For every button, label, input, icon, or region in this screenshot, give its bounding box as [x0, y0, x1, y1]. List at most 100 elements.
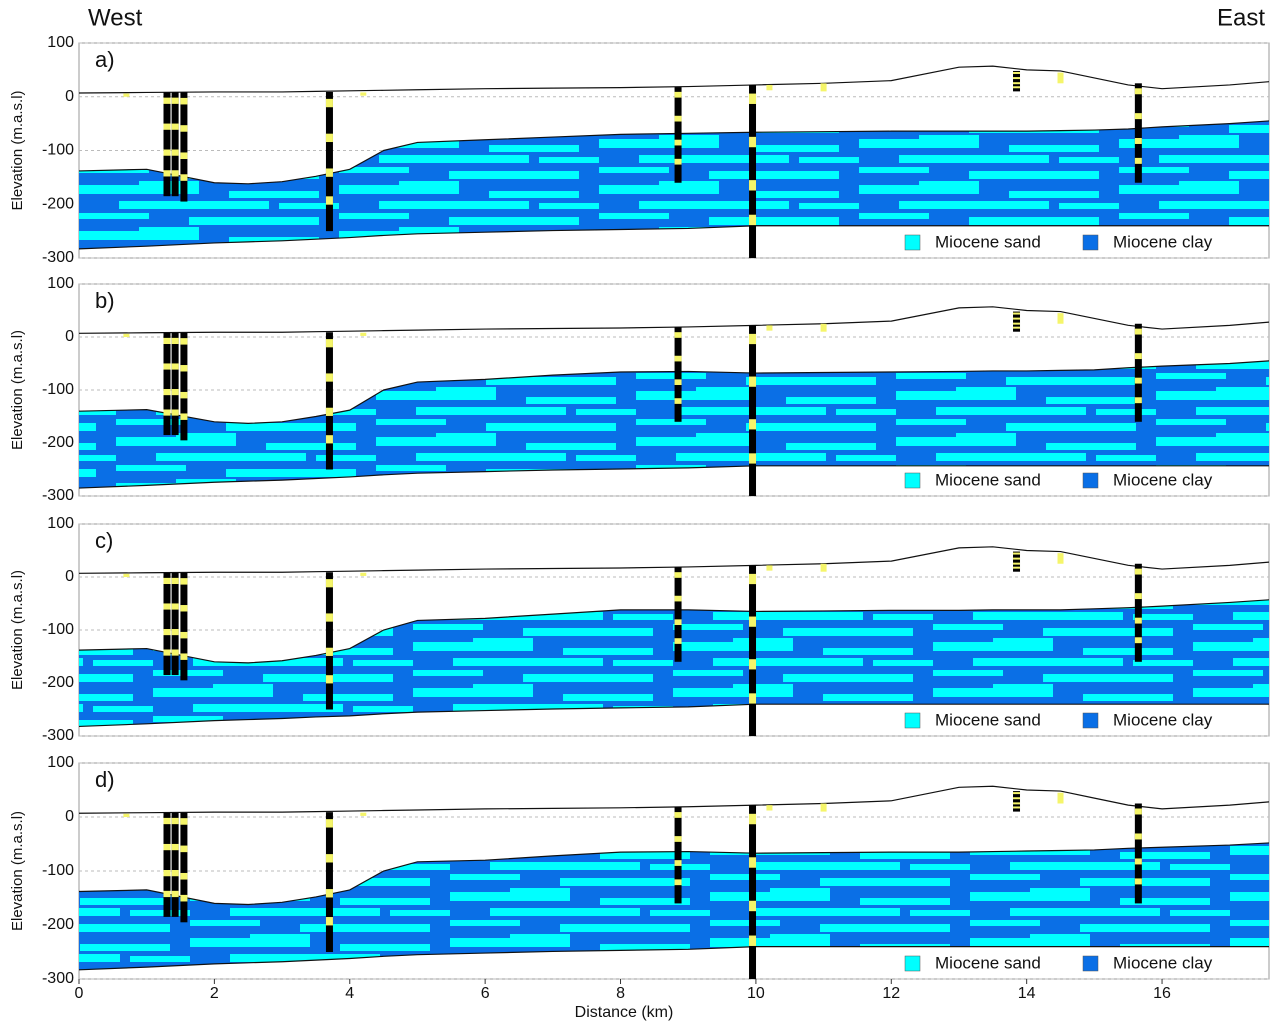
shallow-borehole	[766, 805, 773, 811]
borehole-sand	[1134, 878, 1142, 885]
borehole-sand	[1134, 113, 1142, 120]
borehole-sand	[180, 365, 188, 372]
borehole-sand	[1134, 353, 1142, 360]
borehole-sand	[163, 817, 171, 825]
borehole-sand	[325, 579, 333, 588]
y-axis-title: Elevation (m.a.s.l)	[9, 90, 26, 210]
y-tick-label: -300	[42, 970, 74, 987]
borehole-sand	[1013, 557, 1021, 560]
borehole-sand	[674, 115, 682, 122]
borehole-sand	[749, 693, 757, 704]
shallow-borehole	[1057, 72, 1064, 84]
borehole-sand	[1013, 317, 1021, 320]
borehole-sand	[749, 180, 757, 191]
y-tick-label: -200	[42, 916, 74, 933]
borehole-sand	[1134, 833, 1142, 840]
borehole	[674, 327, 682, 422]
borehole-sand	[325, 647, 333, 656]
borehole-sand	[171, 577, 179, 585]
y-tick-label: -300	[42, 727, 74, 744]
y-tick-label: -200	[42, 195, 74, 212]
borehole	[674, 87, 682, 183]
borehole-sand	[325, 339, 333, 348]
borehole-sand	[1134, 138, 1142, 144]
legend-label: Miocene sand	[935, 232, 1041, 251]
borehole-sand	[674, 638, 682, 644]
borehole-sand	[1013, 562, 1021, 565]
miocene-top-line	[78, 120, 1270, 185]
borehole-sand	[325, 133, 333, 143]
borehole-sand	[1134, 593, 1142, 600]
legend-label: Miocene sand	[935, 953, 1041, 972]
borehole-sand	[749, 333, 757, 345]
borehole-sand	[163, 603, 171, 610]
shallow-borehole	[820, 563, 827, 572]
y-tick-label: -100	[42, 381, 74, 398]
borehole-sand	[749, 659, 757, 670]
borehole-sand	[1013, 806, 1021, 809]
legend-swatch	[1082, 712, 1099, 729]
y-tick-label: -100	[42, 862, 74, 879]
y-tick-label: 100	[47, 275, 74, 292]
surface-line	[78, 546, 1270, 574]
borehole-sand	[163, 337, 171, 345]
shallow-borehole	[123, 93, 130, 97]
borehole-sand	[1134, 377, 1142, 384]
x-tick-label: 12	[882, 985, 900, 1002]
borehole-sand	[171, 149, 179, 156]
shallow-borehole	[123, 573, 130, 577]
borehole-sand	[180, 818, 188, 825]
borehole-sand	[1013, 71, 1021, 74]
borehole-sand	[749, 453, 757, 464]
y-tick-label: 100	[47, 754, 74, 771]
shallow-borehole	[820, 323, 827, 332]
borehole-sand	[749, 376, 757, 387]
borehole	[171, 92, 179, 197]
borehole-sand	[180, 872, 188, 880]
y-tick-label: -200	[42, 674, 74, 691]
y-axis-title: Elevation (m.a.s.l)	[9, 811, 26, 931]
borehole-sand	[1013, 792, 1021, 795]
legend-label: Miocene clay	[1113, 232, 1213, 251]
borehole-sand	[180, 605, 188, 612]
miocene-top-line	[78, 842, 1270, 906]
borehole-sand	[1134, 568, 1142, 575]
borehole-sand	[180, 578, 188, 585]
borehole	[749, 84, 757, 258]
borehole-sand	[749, 813, 757, 825]
borehole	[163, 92, 171, 197]
y-tick-label: -200	[42, 434, 74, 451]
borehole-sand	[1013, 86, 1021, 89]
borehole-sand	[325, 196, 333, 205]
borehole-sand	[180, 338, 188, 345]
borehole-sand	[674, 812, 682, 818]
borehole-sand	[749, 419, 757, 430]
borehole-sand	[325, 98, 333, 108]
borehole-sand	[163, 843, 171, 851]
west-label: West	[88, 4, 143, 31]
borehole	[325, 572, 333, 710]
panel-label: c)	[95, 528, 113, 553]
borehole-sand	[674, 91, 682, 98]
borehole-sand	[325, 407, 333, 416]
borehole-sand	[674, 572, 682, 578]
miocene-body	[79, 842, 1269, 970]
borehole-sand	[325, 819, 333, 828]
legend-label: Miocene clay	[1113, 710, 1213, 729]
miocene-body	[79, 599, 1269, 727]
borehole-sand	[163, 97, 171, 104]
borehole-sand	[674, 139, 682, 146]
borehole-sand	[325, 168, 333, 177]
shallow-borehole	[766, 84, 773, 91]
borehole-sand	[171, 870, 179, 877]
borehole-sand	[1134, 328, 1142, 335]
x-tick-label: 14	[1018, 985, 1036, 1002]
borehole-sand	[163, 890, 171, 898]
legend-swatch	[904, 712, 921, 729]
borehole-sand	[171, 363, 179, 370]
y-axis-title: Elevation (m.a.s.l)	[9, 570, 26, 690]
borehole-sand	[749, 214, 757, 226]
borehole-sand	[180, 174, 188, 181]
borehole	[1134, 83, 1142, 183]
borehole-sand	[325, 917, 333, 926]
